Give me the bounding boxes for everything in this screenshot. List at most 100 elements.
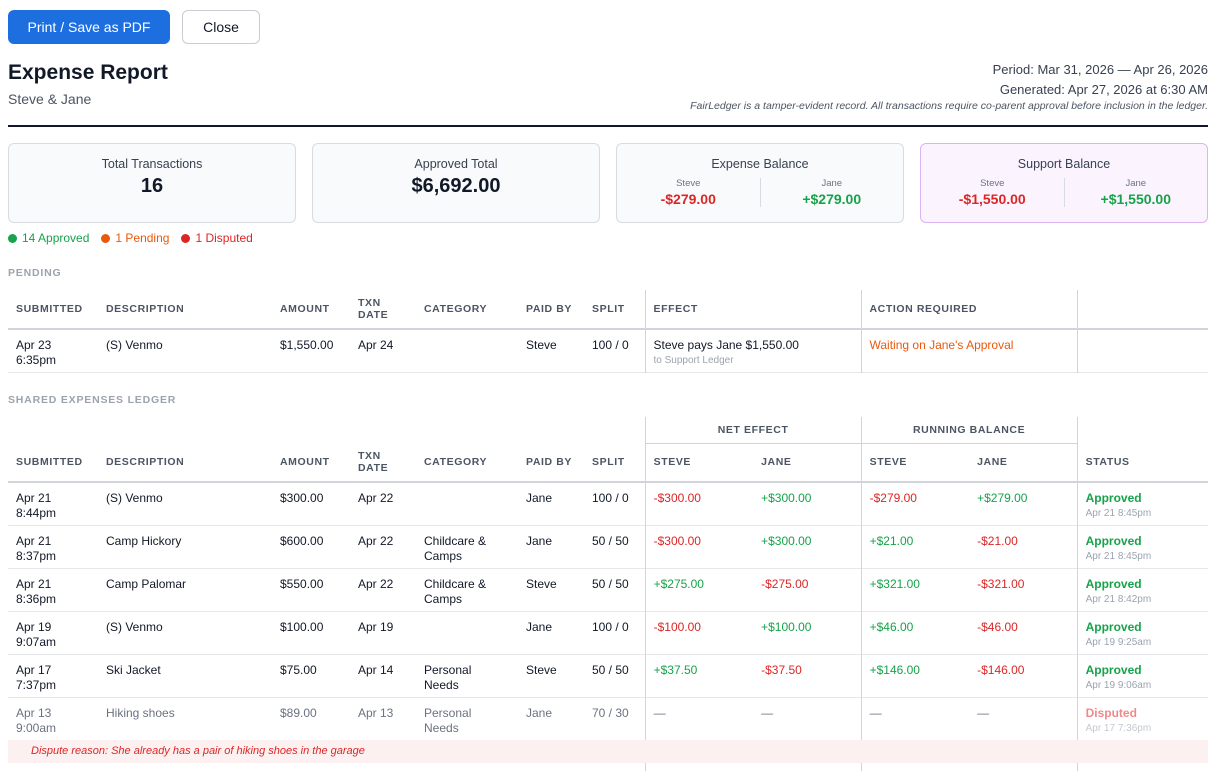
- group-status-spacer: [1076, 417, 1209, 443]
- table-row[interactable]: Apr 19 9:07am (S) Venmo $100.00 Apr 19 Ja…: [8, 611, 1209, 654]
- col-description: DESCRIPTION: [106, 456, 185, 468]
- cell-paid-by: Steve: [526, 662, 557, 677]
- cell-txn-date: Apr 19: [358, 619, 394, 634]
- cell-split: 50 / 50: [592, 662, 629, 677]
- steve-balance: Steve -$279.00: [617, 178, 760, 207]
- cell-split: 100 / 0: [592, 338, 629, 352]
- legend-label: 14 Approved: [22, 231, 90, 245]
- cell-description: (S) Venmo: [106, 338, 163, 352]
- cell-description: Hiking shoes: [106, 705, 175, 720]
- cell-run-steve: +$46.00: [860, 611, 970, 654]
- red-dot-icon: [181, 233, 191, 243]
- cell-submitted: Apr 21 8:44pm: [8, 482, 98, 525]
- table-row[interactable]: Apr 21 8:37pm Camp Hickory $600.00 Apr 22…: [8, 525, 1209, 568]
- report-meta: Period: Mar 31, 2026 — Apr 26, 2026 Gene…: [690, 60, 1208, 112]
- cell-description: Camp Hickory: [106, 533, 182, 548]
- col-net-jane: JANE: [761, 456, 792, 469]
- date-label: DATE: [358, 462, 389, 474]
- cell-net-jane: -$275.00: [761, 576, 809, 591]
- cell-split: 50 / 50: [592, 576, 629, 591]
- cell-run-jane: +$279.00: [977, 491, 1028, 505]
- col-amount: AMOUNT: [280, 456, 330, 468]
- jane-balance: Jane +$279.00: [759, 178, 904, 207]
- print-save-pdf-button[interactable]: Print / Save as PDF: [8, 10, 170, 44]
- cell-status: Approved Apr 21 8:45pm: [1076, 525, 1209, 568]
- status-time: Apr 19 9:06am: [1085, 679, 1152, 691]
- party-balance: -$1,550.00: [958, 191, 1026, 207]
- group-running-balance: RUNNING BALANCE: [860, 417, 1078, 444]
- category-line: Childcare &: [424, 576, 487, 591]
- category-line: Camps: [424, 591, 463, 606]
- submitted-time: 9:00am: [16, 720, 57, 735]
- cell-empty: [860, 763, 1078, 771]
- report-generated: Generated: Apr 27, 2026 at 6:30 AM: [999, 82, 1208, 97]
- cell-amount: $75.00: [280, 662, 317, 677]
- card-label: Total Transactions: [101, 157, 203, 171]
- cell-paid-by: Jane: [526, 533, 553, 548]
- legend-pending: 1 Pending: [101, 231, 169, 245]
- legend-label: 1 Pending: [115, 231, 170, 245]
- cell-empty: [1076, 329, 1208, 372]
- col-category: CATEGORY: [424, 303, 488, 315]
- category-line: Personal: [424, 705, 472, 720]
- cell-submitted: Apr 17 7:37pm: [8, 654, 98, 697]
- card-label: Support Balance: [1017, 157, 1111, 171]
- jane-balance: Jane +$1,550.00: [1063, 178, 1208, 207]
- close-button[interactable]: Close: [182, 10, 260, 44]
- col-split: SPLIT: [592, 303, 625, 315]
- party-name: Steve: [980, 178, 1005, 189]
- col-submitted: SUBMITTED: [16, 456, 83, 468]
- cell-paid-by: Steve: [526, 576, 557, 591]
- legend-disputed: 1 Disputed: [181, 231, 253, 245]
- table-row[interactable]: Apr 21 8:36pm Camp Palomar $550.00 Apr 22…: [8, 568, 1209, 611]
- cell-submitted: Apr 23 6:35pm: [8, 329, 98, 372]
- cell-status: Approved Apr 21 8:42pm: [1076, 568, 1209, 611]
- effect-text: Steve pays Jane $1,550.00: [653, 338, 799, 352]
- cell-net-jane: —: [761, 705, 774, 720]
- page-title: Expense Report: [8, 61, 168, 84]
- cell-split: 50 / 50: [592, 533, 629, 548]
- party-balance: +$1,550.00: [1100, 191, 1171, 207]
- cell-txn-date: Apr 24: [358, 338, 394, 352]
- balance-split: Steve -$1,550.00 Jane +$1,550.00: [921, 178, 1207, 207]
- cell-category: Personal Needs: [416, 654, 518, 697]
- cell-submitted: Apr 13 9:00am: [8, 697, 98, 740]
- cell-txn-date: Apr 13: [358, 705, 394, 720]
- cell-paid-by: Steve: [526, 338, 557, 352]
- steve-balance: Steve -$1,550.00: [921, 178, 1064, 207]
- cell-submitted: Apr 21 8:36pm: [8, 568, 98, 611]
- cell-description: (S) Venmo: [106, 619, 163, 634]
- cell-amount: $550.00: [280, 576, 324, 591]
- card-label: Approved Total: [414, 157, 498, 171]
- cell-txn-date: Apr 22: [358, 491, 394, 505]
- table-row[interactable]: Apr 17 7:37pm Ski Jacket $75.00 Apr 14 Pe…: [8, 654, 1209, 697]
- ledger-note: FairLedger is a tamper-evident record. A…: [690, 100, 1208, 112]
- cell-empty: [1076, 763, 1209, 771]
- cell-category: Childcare & Camps: [416, 525, 518, 568]
- category-line: Needs: [424, 677, 459, 692]
- cell-category: Personal Needs: [416, 697, 518, 740]
- party-name: Jane: [1125, 178, 1147, 189]
- table-row[interactable]: Apr 13 9:00am Hiking shoes $89.00 Apr 13 …: [8, 697, 1209, 740]
- col-txn-date: TXN DATE: [350, 443, 416, 482]
- table-row[interactable]: Apr 21 8:44pm (S) Venmo $300.00 Apr 22 Ja…: [8, 482, 1209, 525]
- party-name: Steve: [676, 178, 701, 189]
- card-label: Expense Balance: [711, 157, 809, 171]
- status-badge: Disputed: [1085, 705, 1137, 720]
- submitted-date: Apr 13: [16, 705, 52, 720]
- cell-submitted: Apr 19 9:07am: [8, 611, 98, 654]
- category-line: Needs: [424, 720, 459, 735]
- cell-net-steve: —: [644, 697, 754, 740]
- cell-net-jane: +$100.00: [761, 619, 812, 634]
- table-row[interactable]: Apr 23 6:35pm (S) Venmo $1,550.00 Apr 24 …: [8, 329, 1208, 372]
- col-category: CATEGORY: [424, 456, 488, 468]
- cell-category: Childcare & Camps: [416, 568, 518, 611]
- cell-submitted: Apr 21 8:37pm: [8, 525, 98, 568]
- col-submitted: SUBMITTED: [16, 303, 83, 315]
- orange-dot-icon: [101, 233, 111, 243]
- col-status: STATUS: [1076, 443, 1209, 482]
- cell-run-steve: +$21.00: [860, 525, 970, 568]
- cell-category: [416, 482, 518, 525]
- cell-txn-date: Apr 22: [358, 576, 394, 591]
- submitted-date: Apr 21: [16, 576, 52, 591]
